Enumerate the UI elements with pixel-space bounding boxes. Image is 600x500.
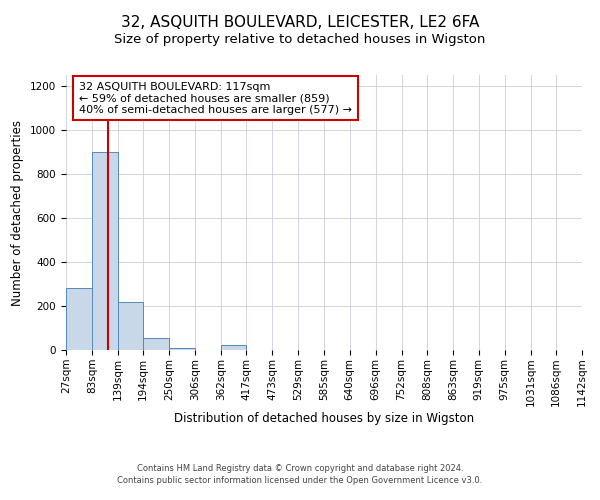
- Bar: [118, 302, 143, 350]
- Text: 32 ASQUITH BOULEVARD: 117sqm
← 59% of detached houses are smaller (859)
40% of s: 32 ASQUITH BOULEVARD: 117sqm ← 59% of de…: [79, 82, 352, 115]
- Bar: [66, 288, 92, 350]
- Bar: [221, 344, 247, 350]
- X-axis label: Distribution of detached houses by size in Wigston: Distribution of detached houses by size …: [174, 412, 474, 425]
- Text: Contains HM Land Registry data © Crown copyright and database right 2024.: Contains HM Land Registry data © Crown c…: [137, 464, 463, 473]
- Text: Contains public sector information licensed under the Open Government Licence v3: Contains public sector information licen…: [118, 476, 482, 485]
- Text: 32, ASQUITH BOULEVARD, LEICESTER, LE2 6FA: 32, ASQUITH BOULEVARD, LEICESTER, LE2 6F…: [121, 15, 479, 30]
- Text: Size of property relative to detached houses in Wigston: Size of property relative to detached ho…: [115, 32, 485, 46]
- Bar: [169, 348, 195, 350]
- Bar: [143, 338, 169, 350]
- Y-axis label: Number of detached properties: Number of detached properties: [11, 120, 25, 306]
- Bar: [92, 152, 118, 350]
